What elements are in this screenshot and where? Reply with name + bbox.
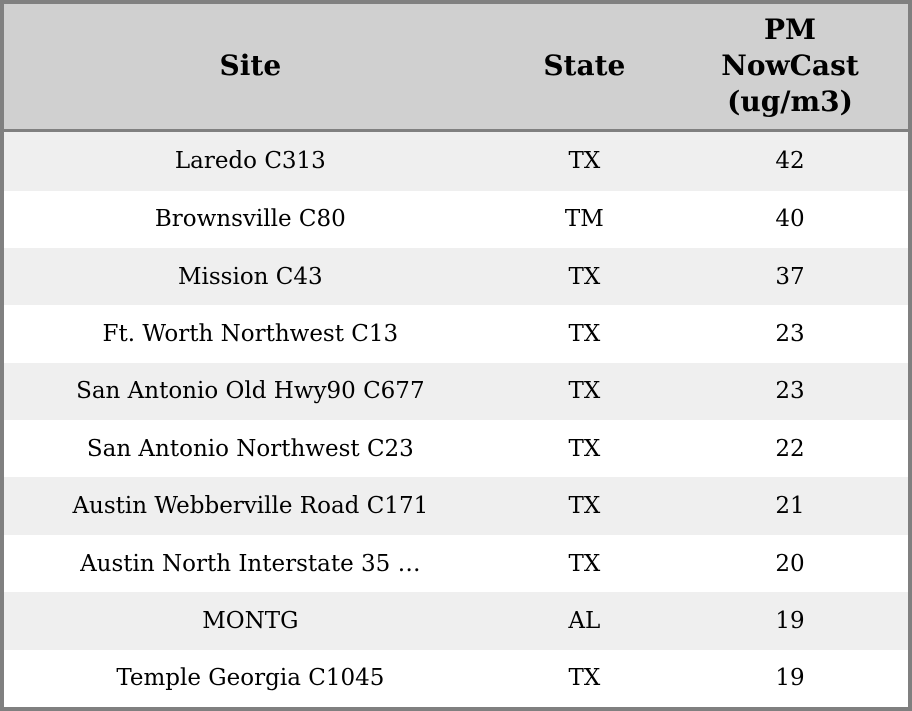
cell-pm: 23 bbox=[672, 305, 908, 363]
cell-pm: 21 bbox=[672, 477, 908, 535]
cell-state: TM bbox=[496, 190, 673, 249]
cell-pm: 20 bbox=[672, 534, 908, 593]
table-row: MONTG AL 19 bbox=[4, 592, 908, 650]
table-row: San Antonio Old Hwy90 C677 TX 23 bbox=[4, 362, 908, 421]
cell-site: Mission C43 bbox=[4, 248, 497, 306]
header-row: Site State PM NowCast (ug/m3) bbox=[4, 4, 908, 132]
cell-state: TX bbox=[496, 305, 673, 363]
cell-pm: 22 bbox=[672, 420, 908, 478]
cell-site: Laredo C313 bbox=[4, 130, 497, 191]
cell-site: MONTG bbox=[4, 592, 497, 650]
cell-state: TX bbox=[496, 534, 673, 593]
table-row: San Antonio Northwest C23 TX 22 bbox=[4, 420, 908, 478]
cell-site: San Antonio Northwest C23 bbox=[4, 420, 497, 478]
table-row: Austin North Interstate 35 … TX 20 bbox=[4, 534, 908, 593]
column-header-site: Site bbox=[4, 4, 497, 132]
cell-pm: 23 bbox=[672, 362, 908, 421]
cell-pm: 19 bbox=[672, 649, 908, 707]
table-row: Laredo C313 TX 42 bbox=[4, 130, 908, 191]
cell-state: TX bbox=[496, 362, 673, 421]
table-row: Temple Georgia C1045 TX 19 bbox=[4, 649, 908, 707]
table-body: Laredo C313 TX 42 Brownsville C80 TM 40 … bbox=[4, 130, 908, 707]
cell-state: TX bbox=[496, 248, 673, 306]
cell-state: TX bbox=[496, 130, 673, 191]
cell-site: Brownsville C80 bbox=[4, 190, 497, 249]
table-row: Mission C43 TX 37 bbox=[4, 248, 908, 306]
table-row: Brownsville C80 TM 40 bbox=[4, 190, 908, 249]
cell-site: Temple Georgia C1045 bbox=[4, 649, 497, 707]
column-header-pm-nowcast: PM NowCast (ug/m3) bbox=[672, 4, 908, 132]
pm-nowcast-table: Site State PM NowCast (ug/m3) Laredo C31… bbox=[4, 4, 908, 707]
cell-site: Austin North Interstate 35 … bbox=[4, 534, 497, 593]
cell-state: TX bbox=[496, 420, 673, 478]
cell-site: Ft. Worth Northwest C13 bbox=[4, 305, 497, 363]
cell-pm: 19 bbox=[672, 592, 908, 650]
table-row: Ft. Worth Northwest C13 TX 23 bbox=[4, 305, 908, 363]
cell-pm: 37 bbox=[672, 248, 908, 306]
cell-state: TX bbox=[496, 477, 673, 535]
column-header-state: State bbox=[496, 4, 673, 132]
cell-site: Austin Webberville Road C171 bbox=[4, 477, 497, 535]
cell-state: AL bbox=[496, 592, 673, 650]
cell-pm: 42 bbox=[672, 130, 908, 191]
table-header: Site State PM NowCast (ug/m3) bbox=[4, 4, 908, 132]
cell-state: TX bbox=[496, 649, 673, 707]
table-row: Austin Webberville Road C171 TX 21 bbox=[4, 477, 908, 535]
cell-site: San Antonio Old Hwy90 C677 bbox=[4, 362, 497, 421]
cell-pm: 40 bbox=[672, 190, 908, 249]
